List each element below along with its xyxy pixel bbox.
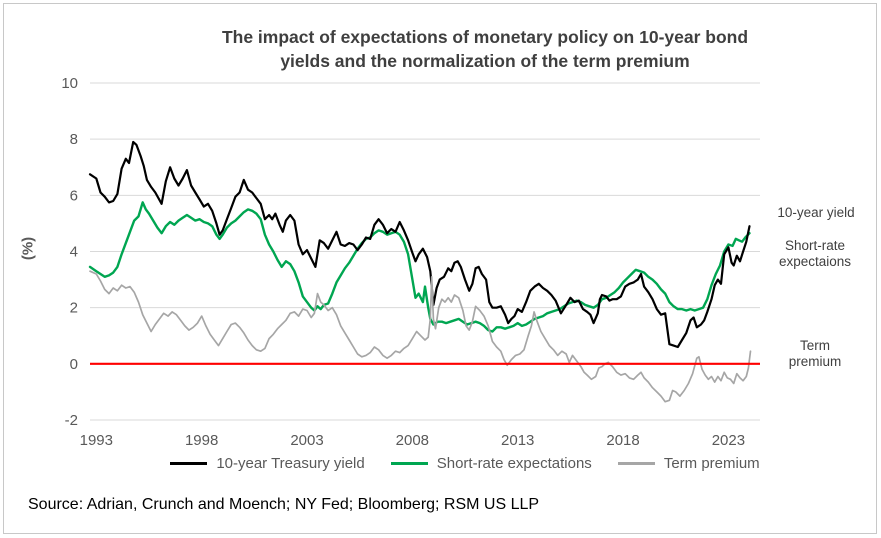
legend-item-10-year-treasury-yield: 10-year Treasury yield	[170, 454, 365, 472]
annotation-short-rate-expectations: Short-rate expectaions	[778, 238, 852, 269]
series-line-short-rate-expectations	[88, 201, 751, 333]
y-tick-label--2: -2	[65, 412, 78, 429]
series-line-10-year-treasury-yield	[88, 140, 751, 349]
x-tick-label-1998: 1998	[185, 432, 218, 449]
chart-title: The impact of expectations of monetary p…	[95, 25, 875, 73]
legend-label-term-premium: Term premium	[663, 454, 760, 472]
x-tick-label-2003: 2003	[290, 432, 323, 449]
source-note: Source: Adrian, Crunch and Moench; NY Fe…	[28, 496, 540, 513]
chart-title-line1: The impact of expectations of monetary p…	[221, 27, 749, 47]
y-tick-label-2: 2	[70, 300, 78, 317]
series-line-term-premium	[89, 270, 752, 403]
x-tick-label-2023: 2023	[712, 432, 745, 449]
legend-item-term-premium: Term premium	[617, 454, 760, 472]
x-tick-label-2008: 2008	[396, 432, 429, 449]
chart-legend: 10-year Treasury yield Short-rate expecta…	[90, 452, 840, 474]
chart-frame	[3, 3, 877, 534]
y-tick-label-10: 10	[61, 75, 78, 92]
legend-label-10-year-treasury-yield: 10-year Treasury yield	[216, 454, 365, 472]
x-tick-label-2018: 2018	[606, 432, 639, 449]
legend-swatch-10-year-treasury-yield	[170, 461, 208, 465]
annotation-term-premium: Term premium	[788, 338, 842, 369]
y-tick-label-0: 0	[70, 356, 78, 373]
legend-swatch-short-rate-expectations	[390, 461, 428, 465]
x-tick-label-2013: 2013	[501, 432, 534, 449]
y-tick-label-4: 4	[70, 244, 78, 261]
x-tick-label-1993: 1993	[80, 432, 113, 449]
y-tick-label-6: 6	[70, 187, 78, 204]
y-tick-label-8: 8	[70, 131, 78, 148]
legend-label-short-rate-expectations: Short-rate expectations	[436, 454, 592, 472]
annotation-10-year-yield: 10-year yield	[777, 205, 855, 220]
legend-swatch-term-premium	[617, 461, 655, 465]
chart-title-line2: yields and the normalization of the term…	[280, 51, 690, 71]
legend-item-short-rate-expectations: Short-rate expectations	[390, 454, 592, 472]
